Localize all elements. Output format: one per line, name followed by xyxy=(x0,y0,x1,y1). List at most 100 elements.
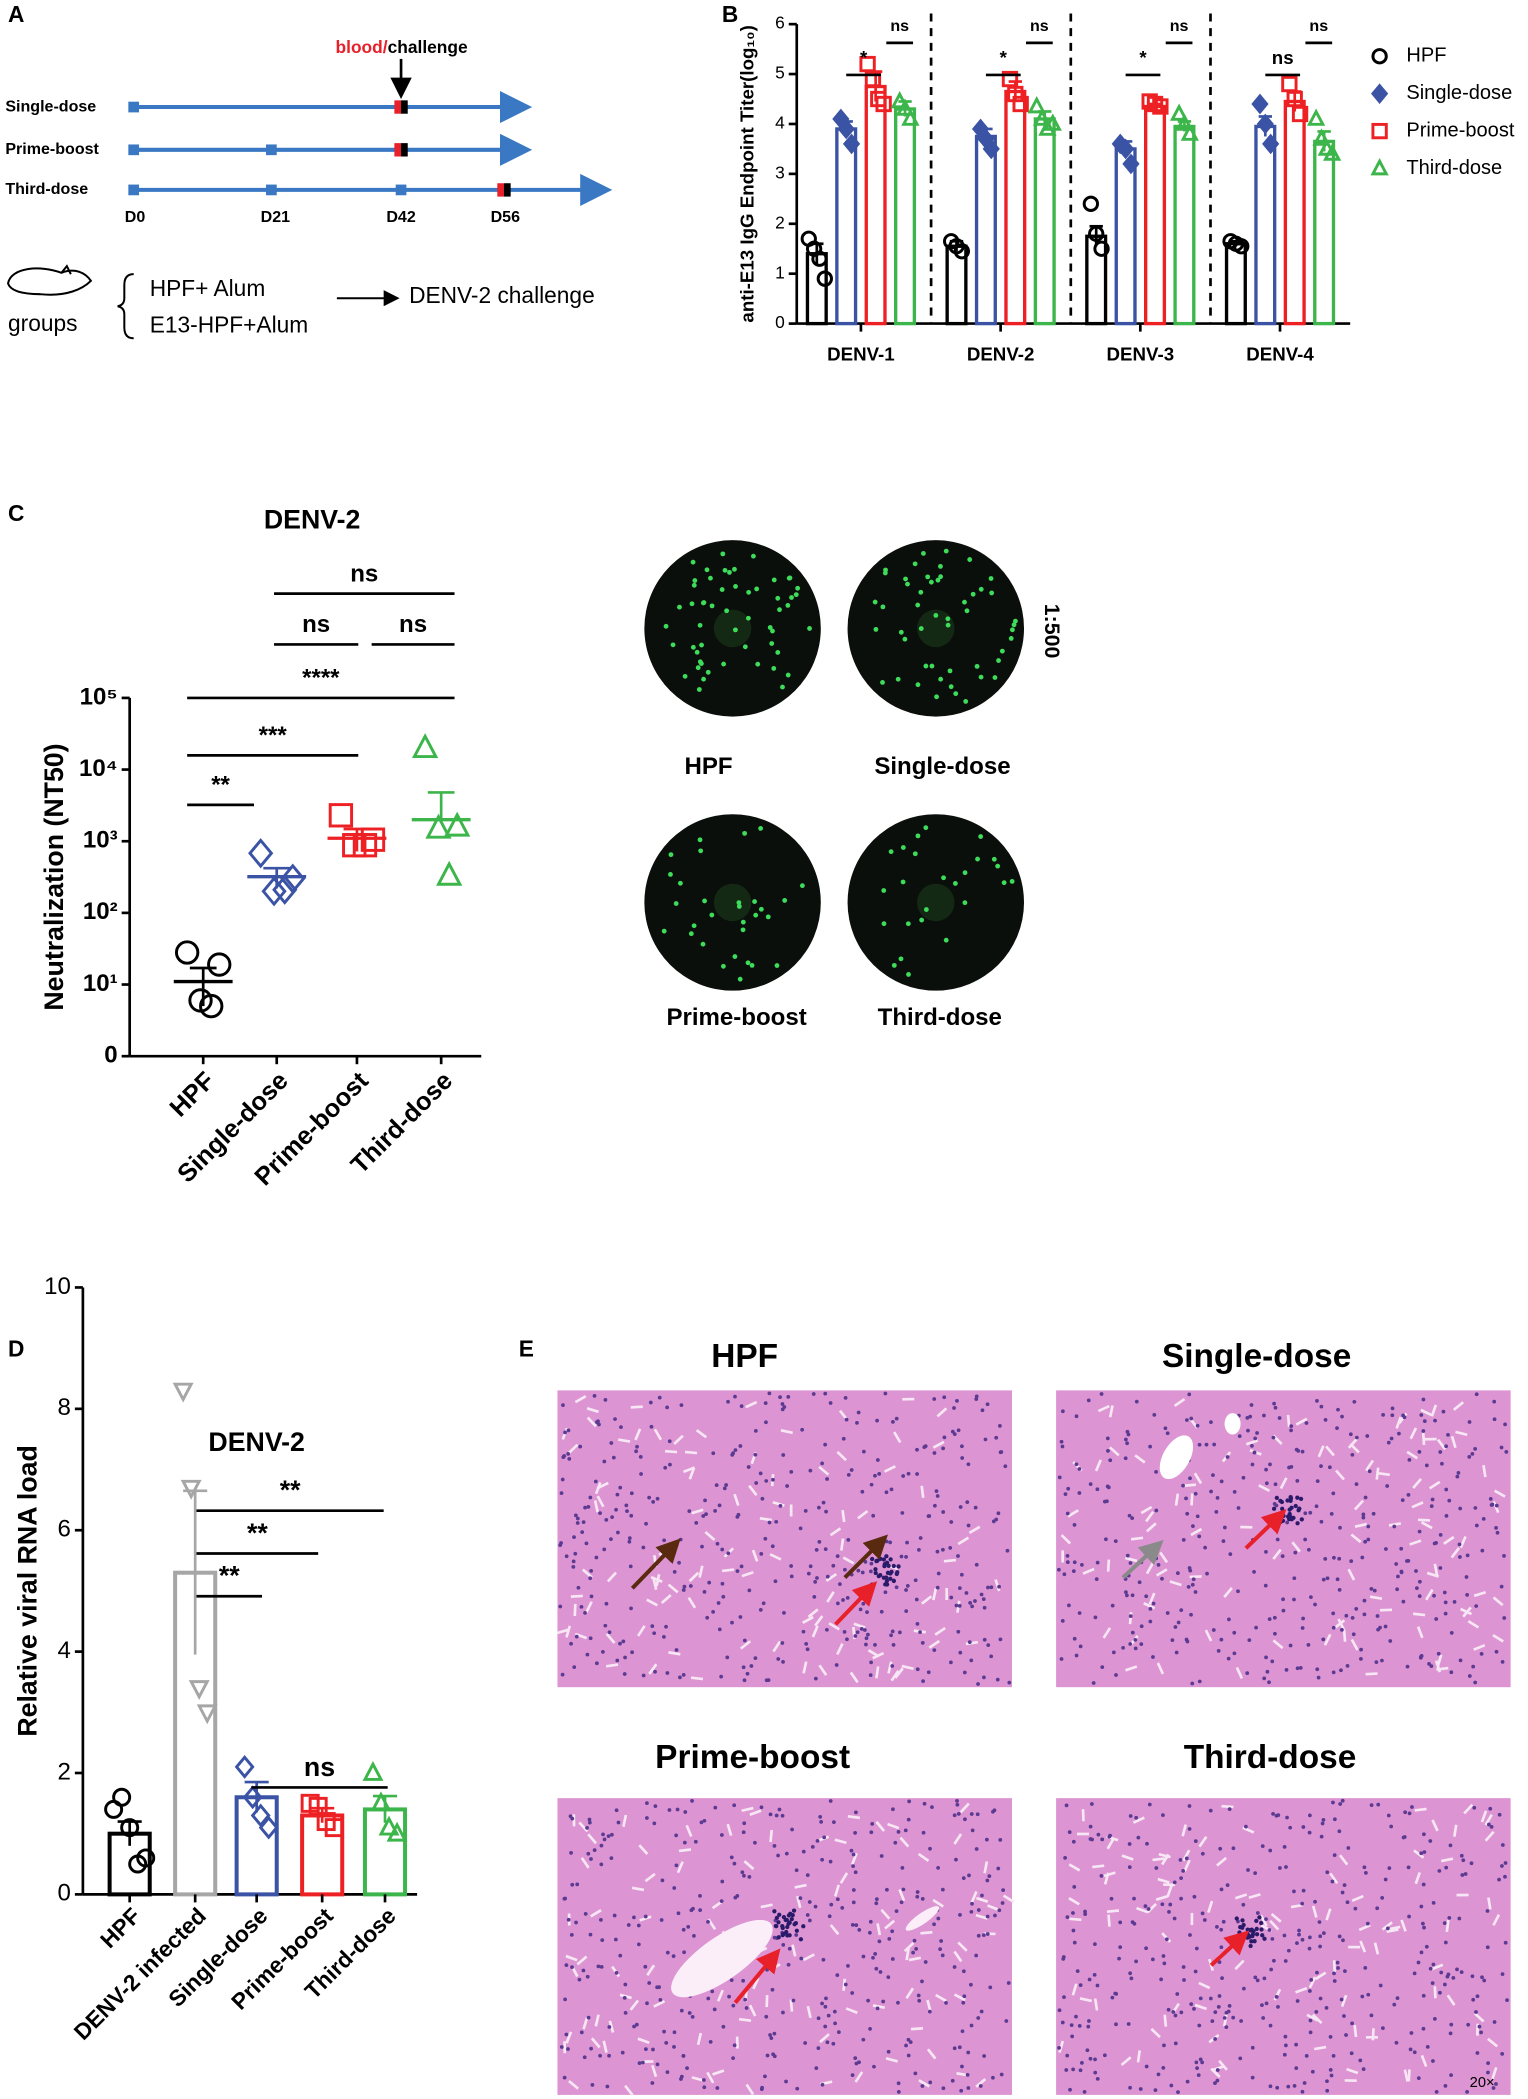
data-point xyxy=(207,952,232,977)
nucleus xyxy=(1125,1429,1130,1434)
nucleus xyxy=(877,1939,882,1944)
nucleus xyxy=(1200,2060,1204,2065)
nucleus xyxy=(851,1864,856,1868)
sinusoid xyxy=(1436,1438,1447,1451)
plaque-spot xyxy=(882,570,888,576)
nucleus xyxy=(647,1495,652,1500)
nucleus xyxy=(559,2045,564,2049)
nucleus xyxy=(1451,1975,1456,1980)
plaque-spot xyxy=(941,875,946,881)
sinusoid xyxy=(1155,1894,1169,1901)
nucleus xyxy=(1225,1455,1230,1459)
nucleus xyxy=(682,1840,687,1845)
data-point xyxy=(1093,240,1110,257)
nucleus xyxy=(954,1603,959,1608)
nucleus xyxy=(1121,1645,1125,1650)
nucleus xyxy=(1218,1846,1223,1851)
nucleus xyxy=(1231,2015,1236,2020)
nucleus xyxy=(1219,1479,1224,1484)
nucleus xyxy=(1456,1471,1461,1475)
sinusoid xyxy=(887,1822,900,1830)
nucleus xyxy=(1321,1577,1326,1582)
significance-label: **** xyxy=(302,665,340,692)
nucleus xyxy=(948,1545,953,1550)
nucleus xyxy=(1421,1921,1425,1926)
nucleus xyxy=(921,1679,925,1683)
plaque-spot xyxy=(742,644,748,650)
nucleus xyxy=(899,1554,904,1559)
nucleus xyxy=(1088,1482,1093,1486)
nucleus xyxy=(741,1830,746,1835)
infiltrate xyxy=(783,1917,788,1923)
plaque-spot xyxy=(724,608,730,614)
nucleus xyxy=(1064,2068,1069,2072)
nucleus xyxy=(1114,1992,1119,1996)
nucleus xyxy=(749,1664,754,1668)
nucleus xyxy=(1417,1450,1422,1454)
bar xyxy=(1033,117,1056,326)
nucleus xyxy=(1228,1552,1233,1556)
plaque-spot xyxy=(746,589,752,595)
nucleus xyxy=(968,1601,972,1605)
sinusoid xyxy=(585,1601,593,1614)
nucleus xyxy=(921,1830,926,1835)
nucleus xyxy=(1091,1681,1096,1685)
nucleus xyxy=(1325,2088,1330,2093)
nucleus xyxy=(798,1526,803,1531)
significance-label: ** xyxy=(219,1561,240,1591)
sinusoid xyxy=(920,1485,925,1498)
nucleus xyxy=(1143,1904,1148,1909)
plaque-spot xyxy=(915,833,921,839)
nucleus xyxy=(1366,1992,1371,1997)
nucleus xyxy=(744,2006,749,2010)
nucleus xyxy=(1283,1959,1288,1963)
nucleus xyxy=(1386,1926,1390,1931)
nucleus xyxy=(678,1537,683,1542)
nucleus xyxy=(1057,2046,1061,2050)
nucleus xyxy=(960,1444,964,1449)
infiltrate xyxy=(1238,1924,1243,1930)
nucleus xyxy=(1492,2020,1497,2024)
sinusoid xyxy=(706,2071,715,2084)
nucleus xyxy=(1065,2053,1070,2058)
nucleus xyxy=(758,1608,763,1612)
nucleus xyxy=(816,2046,821,2051)
nucleus xyxy=(1328,2034,1333,2039)
sinusoid xyxy=(934,1626,946,1636)
nucleus xyxy=(1500,2051,1505,2056)
sinusoid xyxy=(673,1434,684,1445)
nucleus xyxy=(917,1547,921,1552)
nucleus xyxy=(869,1569,873,1574)
nucleus xyxy=(791,1998,796,2003)
nucleus xyxy=(829,1902,834,1907)
nucleus xyxy=(1106,1449,1110,1453)
nucleus xyxy=(1325,2079,1329,2084)
nucleus xyxy=(1268,1462,1272,1467)
nucleus xyxy=(1445,1974,1450,1979)
nucleus xyxy=(842,1630,847,1634)
nucleus xyxy=(1389,1824,1394,1829)
sinusoid xyxy=(1386,1928,1399,1934)
nucleus xyxy=(908,2040,913,2045)
nucleus xyxy=(1074,1414,1079,1419)
nucleus xyxy=(1105,1436,1110,1441)
nucleus xyxy=(832,1820,836,1824)
nucleus xyxy=(820,1461,825,1466)
sinusoid xyxy=(1079,1997,1092,2003)
nucleus xyxy=(827,1914,832,1919)
nucleus xyxy=(1110,1995,1115,2000)
nucleus xyxy=(891,1420,895,1424)
sinusoid xyxy=(1431,1819,1439,1832)
nucleus xyxy=(932,1922,936,1927)
sinusoid xyxy=(1060,1534,1072,1545)
panel-label: C xyxy=(8,500,24,526)
nucleus xyxy=(702,2085,707,2090)
nucleus xyxy=(1362,1598,1367,1603)
nucleus xyxy=(833,2021,837,2026)
sinusoid xyxy=(829,1527,842,1537)
nucleus xyxy=(1348,1432,1353,1437)
sinusoid xyxy=(1482,1464,1487,1478)
sinusoid xyxy=(1222,2014,1228,2027)
nucleus xyxy=(1100,1837,1105,1842)
